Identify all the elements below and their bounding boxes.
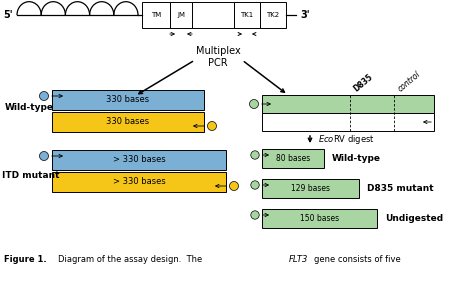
Circle shape: [39, 151, 48, 160]
Text: TK2: TK2: [266, 12, 280, 18]
Circle shape: [251, 181, 259, 189]
Circle shape: [208, 122, 217, 130]
Text: 3': 3': [300, 10, 310, 20]
Text: D835: D835: [352, 73, 375, 94]
Text: ITD mutant: ITD mutant: [2, 171, 60, 181]
Bar: [262, 113, 434, 131]
Bar: [52, 112, 204, 132]
Bar: [192, 2, 234, 28]
Bar: [170, 2, 192, 28]
Circle shape: [251, 151, 259, 159]
Text: TM: TM: [151, 12, 161, 18]
Bar: [262, 149, 324, 168]
Text: 129 bases: 129 bases: [291, 184, 330, 193]
Text: Undigested: Undigested: [385, 214, 443, 223]
Text: D835 mutant: D835 mutant: [367, 184, 434, 193]
Bar: [262, 179, 359, 198]
Text: Figure 1.: Figure 1.: [4, 255, 46, 264]
Text: $\it{Eco}$RV digest: $\it{Eco}$RV digest: [318, 133, 375, 146]
Bar: [142, 2, 170, 28]
Text: 150 bases: 150 bases: [300, 214, 339, 223]
Text: Multiplex
PCR: Multiplex PCR: [196, 46, 240, 68]
Bar: [52, 150, 226, 170]
Text: FLT3: FLT3: [289, 255, 309, 264]
Bar: [52, 172, 226, 192]
Circle shape: [229, 181, 238, 190]
Text: > 330 bases: > 330 bases: [113, 156, 165, 164]
Text: 80 bases: 80 bases: [276, 154, 310, 163]
Text: Diagram of the assay design.  The: Diagram of the assay design. The: [58, 255, 205, 264]
Circle shape: [249, 99, 258, 109]
Bar: [262, 209, 377, 228]
Text: gene consists of five: gene consists of five: [314, 255, 401, 264]
Circle shape: [39, 92, 48, 101]
Bar: [234, 2, 260, 28]
Bar: [260, 2, 286, 28]
Text: Wild-type: Wild-type: [332, 154, 381, 163]
Text: > 330 bases: > 330 bases: [113, 177, 165, 187]
Text: control: control: [396, 70, 422, 94]
Text: Wild-type: Wild-type: [5, 103, 54, 111]
Bar: [262, 95, 434, 113]
Text: JM: JM: [177, 12, 185, 18]
Circle shape: [251, 211, 259, 219]
Text: 5': 5': [3, 10, 13, 20]
Text: 330 bases: 330 bases: [107, 96, 150, 105]
Text: TK1: TK1: [240, 12, 254, 18]
Bar: [52, 90, 204, 110]
Text: 330 bases: 330 bases: [107, 118, 150, 126]
